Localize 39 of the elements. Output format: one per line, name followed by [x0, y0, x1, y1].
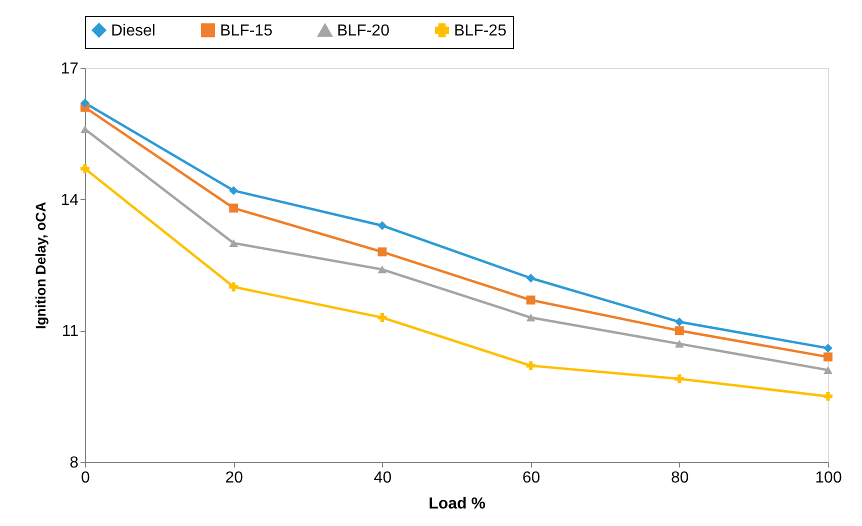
point: [674, 374, 684, 384]
x-tick-label: 100: [815, 470, 842, 486]
point: [526, 361, 536, 370]
point: [229, 186, 238, 196]
y-tick-label: 11: [62, 323, 79, 340]
point: [526, 314, 536, 322]
point: [526, 274, 536, 283]
point: [229, 239, 238, 247]
x-tick-label: 60: [522, 470, 540, 486]
point: [824, 352, 832, 362]
point: [80, 125, 90, 134]
point: [229, 204, 238, 213]
y-tick-label: 14: [60, 192, 79, 209]
legend-label: BLF-15: [220, 22, 273, 40]
x-tick-label: 40: [374, 470, 392, 486]
y-tick-label: 8: [70, 454, 79, 472]
x-tick-label: 0: [81, 470, 90, 486]
point: [674, 326, 684, 336]
point: [378, 247, 387, 256]
point: [80, 98, 90, 108]
point: [674, 340, 684, 348]
point: [378, 266, 387, 274]
point: [378, 221, 387, 230]
legend-label: BLF-25: [454, 22, 507, 40]
y-axis-title: Ignition Delay, oCA: [32, 202, 49, 330]
point: [229, 282, 238, 292]
point: [674, 317, 684, 326]
x-tick-label: 80: [671, 470, 689, 486]
legend-label: BLF-20: [337, 22, 390, 40]
point: [824, 392, 832, 401]
legend-label: Diesel: [111, 22, 156, 40]
point: [378, 313, 387, 322]
point: [824, 344, 832, 353]
point: [526, 296, 536, 304]
y-tick-label: 17: [60, 60, 79, 78]
point: [80, 164, 90, 174]
x-tick-label: 20: [225, 470, 244, 486]
point: [824, 366, 832, 374]
x-axis-title: Load %: [428, 496, 486, 512]
